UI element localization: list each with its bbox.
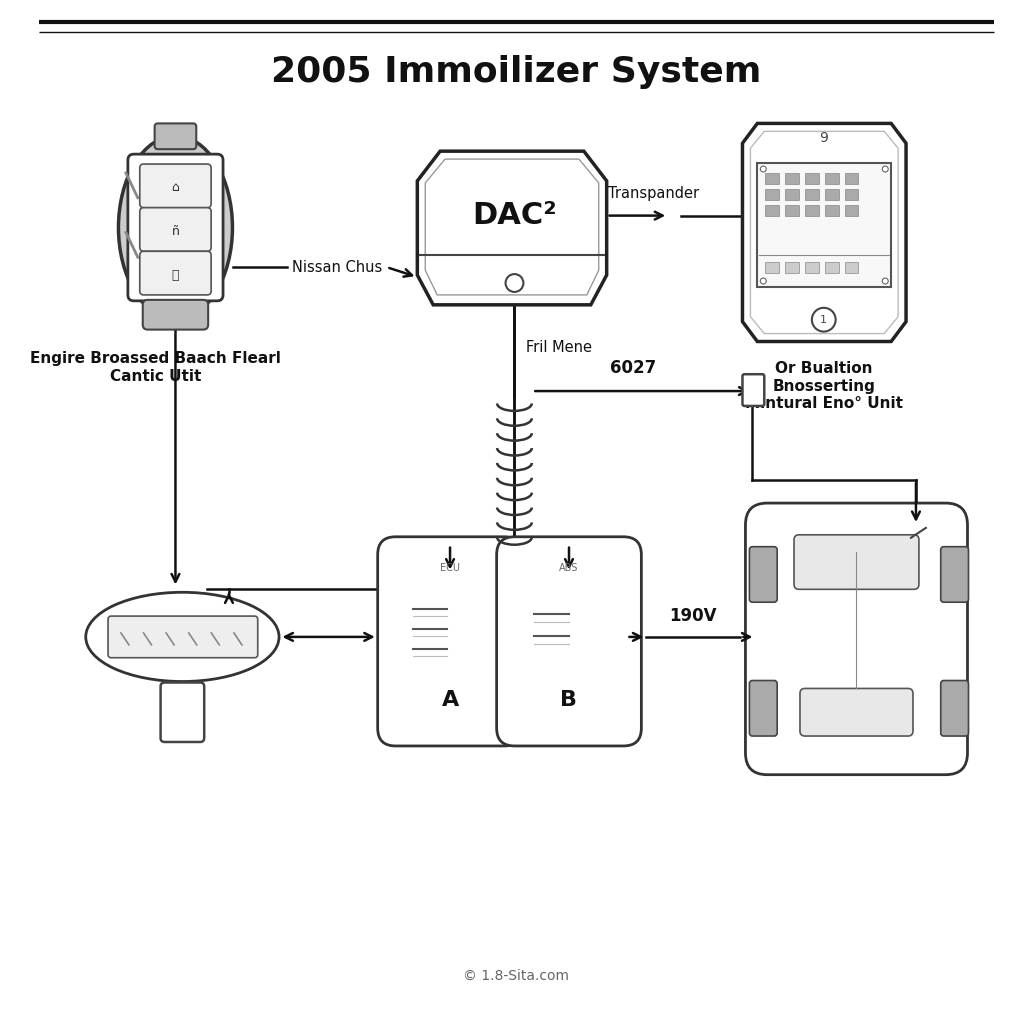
FancyBboxPatch shape: [745, 503, 968, 775]
Text: 2005 Immoilizer System: 2005 Immoilizer System: [271, 55, 762, 89]
Bar: [785, 205, 799, 216]
Bar: [758, 163, 891, 287]
Text: ABS: ABS: [559, 562, 579, 572]
Circle shape: [760, 166, 766, 172]
FancyBboxPatch shape: [750, 547, 777, 602]
FancyBboxPatch shape: [139, 208, 211, 251]
Text: ⌂: ⌂: [171, 181, 179, 195]
FancyBboxPatch shape: [139, 251, 211, 295]
Bar: [765, 188, 779, 200]
Text: 9: 9: [819, 131, 828, 145]
FancyBboxPatch shape: [161, 683, 204, 742]
Bar: [805, 205, 819, 216]
Bar: [824, 188, 839, 200]
Text: Engire Broassed Baach Flearl
Cantic Utit: Engire Broassed Baach Flearl Cantic Utit: [30, 351, 281, 384]
Polygon shape: [742, 124, 906, 341]
Text: DAC²: DAC²: [472, 201, 557, 230]
Bar: [845, 262, 858, 273]
FancyBboxPatch shape: [800, 688, 913, 736]
Bar: [824, 173, 839, 184]
Circle shape: [812, 308, 836, 332]
Text: ñ: ñ: [171, 225, 179, 238]
Bar: [824, 262, 839, 273]
Circle shape: [760, 279, 766, 284]
Text: © 1.8-Sita.com: © 1.8-Sita.com: [464, 969, 569, 983]
FancyBboxPatch shape: [941, 547, 969, 602]
FancyBboxPatch shape: [750, 681, 777, 736]
Text: Fril Mene: Fril Mene: [526, 340, 592, 354]
Bar: [805, 188, 819, 200]
Text: Transpander: Transpander: [607, 185, 698, 201]
Ellipse shape: [119, 136, 232, 319]
FancyBboxPatch shape: [794, 535, 919, 590]
Circle shape: [506, 274, 523, 292]
Bar: [824, 205, 839, 216]
Polygon shape: [418, 152, 606, 305]
FancyBboxPatch shape: [497, 537, 641, 745]
Text: 6027: 6027: [610, 359, 656, 377]
FancyBboxPatch shape: [742, 374, 764, 406]
Text: A: A: [441, 690, 459, 711]
Bar: [765, 262, 779, 273]
Circle shape: [883, 166, 888, 172]
Bar: [845, 188, 858, 200]
Bar: [765, 205, 779, 216]
Bar: [845, 205, 858, 216]
Bar: [785, 262, 799, 273]
Ellipse shape: [86, 592, 280, 682]
FancyBboxPatch shape: [378, 537, 522, 745]
FancyBboxPatch shape: [941, 681, 969, 736]
Circle shape: [883, 279, 888, 284]
FancyBboxPatch shape: [109, 616, 258, 657]
FancyBboxPatch shape: [142, 300, 208, 330]
FancyBboxPatch shape: [139, 164, 211, 208]
Bar: [785, 173, 799, 184]
Bar: [765, 173, 779, 184]
FancyBboxPatch shape: [128, 155, 223, 301]
Text: 190V: 190V: [669, 607, 717, 625]
Text: Or Bualtion
Bnosserting
Mintural Eno° Unit: Or Bualtion Bnosserting Mintural Eno° Un…: [744, 361, 903, 411]
Bar: [785, 188, 799, 200]
Text: ⬛: ⬛: [172, 268, 179, 282]
Text: ECU: ECU: [440, 562, 460, 572]
Text: 1: 1: [820, 314, 827, 325]
FancyBboxPatch shape: [155, 124, 197, 150]
Bar: [845, 173, 858, 184]
Text: Nissan Chus: Nissan Chus: [293, 260, 383, 274]
Bar: [805, 173, 819, 184]
Text: B: B: [560, 690, 578, 711]
Bar: [805, 262, 819, 273]
